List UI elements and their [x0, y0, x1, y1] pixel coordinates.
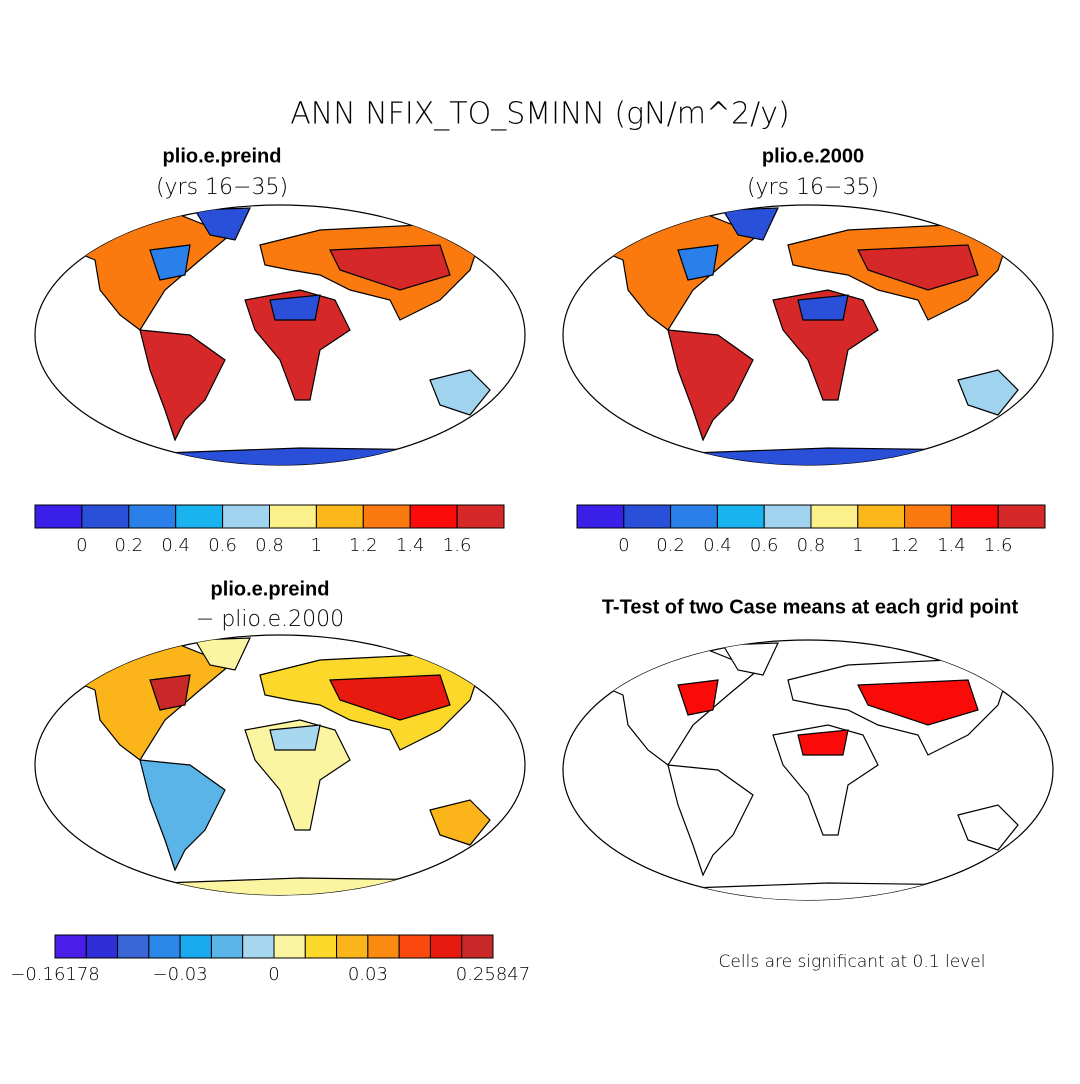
- colorbar-label: 1: [852, 535, 863, 556]
- colorbar-label: 0: [618, 535, 629, 556]
- panel-title: plio.e.preind: [211, 578, 330, 600]
- map-panel: [562, 204, 1054, 480]
- colorbar-label: 0: [76, 535, 87, 556]
- colorbar-box: [623, 504, 672, 529]
- colorbar-label: 1.2: [349, 535, 378, 556]
- colorbar-box: [210, 934, 244, 959]
- colorbar-box: [54, 934, 87, 959]
- colorbar-box: [409, 504, 458, 529]
- colorbar-box: [461, 934, 494, 959]
- colorbar-box: [222, 504, 271, 529]
- colorbar-label: 0.8: [797, 535, 826, 556]
- colorbar-box: [857, 504, 906, 529]
- colorbar-box: [273, 934, 306, 959]
- colorbar-box: [242, 934, 275, 959]
- colorbar-label: 0.2: [114, 535, 143, 556]
- colorbar-box: [456, 504, 505, 529]
- colorbar-label: −0.03: [153, 964, 208, 985]
- colorbar-label: 1.6: [443, 535, 472, 556]
- map-panel: [562, 639, 1054, 915]
- colorbar-box: [304, 934, 338, 959]
- colorbar-box: [716, 504, 765, 529]
- significance-note: Cells are significant at 0.1 level: [719, 952, 986, 972]
- colorbar-box: [81, 504, 130, 529]
- figure-title: ANN NFIX_TO_SMINN (gN/m^2/y): [290, 97, 789, 132]
- panel-title: plio.e.2000: [762, 145, 864, 167]
- colorbar-label: 1.4: [937, 535, 966, 556]
- colorbar-box: [670, 504, 718, 529]
- panel-title: T-Test of two Case means at each grid po…: [602, 596, 1019, 618]
- colorbar-box: [997, 504, 1046, 529]
- colorbar-box: [179, 934, 212, 959]
- colorbar-label: 1.4: [396, 535, 425, 556]
- colorbar-label: 0.03: [348, 964, 388, 985]
- map-panel: [34, 204, 526, 480]
- colorbar-box: [128, 504, 177, 529]
- colorbar-label: 1.6: [984, 535, 1013, 556]
- colorbar-label: 0.8: [255, 535, 284, 556]
- panel-subtitle: (yrs 16−35): [156, 175, 288, 200]
- colorbar-box: [148, 934, 181, 959]
- colorbar-label: 1: [311, 535, 322, 556]
- colorbar-label: 0.25847: [456, 964, 530, 985]
- map-panel: [34, 634, 526, 910]
- panel-subtitle: (yrs 16−35): [747, 175, 879, 200]
- colorbar-label: 0.4: [161, 535, 190, 556]
- colorbar-box: [269, 504, 317, 529]
- colorbar-box: [34, 504, 83, 529]
- colorbar-label: 0.6: [750, 535, 779, 556]
- colorbar-label: 0.2: [656, 535, 685, 556]
- colorbar-label: 0: [268, 964, 279, 985]
- colorbar-label: 0.6: [208, 535, 237, 556]
- colorbar-box: [367, 934, 400, 959]
- colorbar-box: [398, 934, 431, 959]
- colorbar-box: [810, 504, 859, 529]
- colorbar-box: [904, 504, 952, 529]
- colorbar-box: [85, 934, 119, 959]
- colorbar-label: 0.4: [703, 535, 732, 556]
- colorbar-box: [175, 504, 224, 529]
- colorbar-box: [336, 934, 369, 959]
- colorbar-label: 1.2: [890, 535, 919, 556]
- panel-title: plio.e.preind: [163, 145, 282, 167]
- panel-subtitle: − plio.e.2000: [196, 607, 344, 632]
- colorbar-label: −0.16178: [10, 964, 100, 985]
- colorbar-box: [950, 504, 999, 529]
- colorbar-box: [117, 934, 150, 959]
- colorbar-box: [362, 504, 411, 529]
- colorbar-box: [763, 504, 812, 529]
- colorbar-box: [429, 934, 463, 959]
- colorbar-box: [315, 504, 364, 529]
- colorbar-box: [576, 504, 625, 529]
